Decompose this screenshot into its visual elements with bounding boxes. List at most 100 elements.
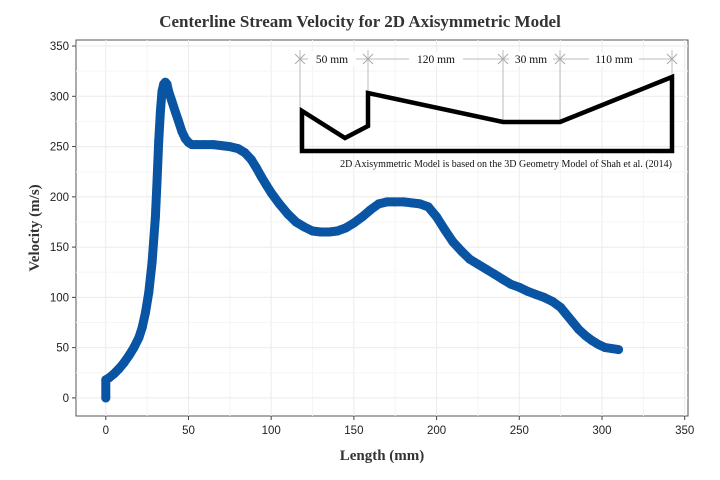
data-point — [157, 86, 167, 96]
data-point — [137, 323, 147, 332]
data-point — [607, 344, 617, 354]
data-point — [124, 351, 134, 361]
data-point — [341, 223, 351, 233]
data-point — [561, 309, 571, 318]
data-point — [374, 199, 384, 209]
data-point — [440, 225, 450, 235]
x-tick-label-350: 350 — [675, 425, 694, 437]
data-point — [382, 197, 392, 207]
data-point — [490, 269, 499, 279]
data-point — [567, 317, 577, 326]
data-point — [129, 343, 139, 353]
data-point — [390, 197, 400, 207]
data-point — [154, 137, 164, 146]
chart-title: Centerline Stream Velocity for 2D Axisym… — [159, 12, 561, 31]
data-point — [101, 393, 111, 403]
data-point — [164, 86, 174, 96]
inset-label-50mm: 50 mm — [316, 54, 348, 66]
data-point — [141, 307, 150, 317]
data-point — [291, 217, 301, 227]
data-point — [365, 205, 375, 215]
x-tick-label-0: 0 — [103, 425, 109, 437]
x-axis-ticks: 0 50 100 150 200 250 300 350 — [103, 416, 694, 437]
y-tick-label-150: 150 — [50, 242, 69, 254]
data-point — [266, 188, 276, 198]
data-point — [399, 197, 408, 207]
x-tick-label-300: 300 — [592, 425, 611, 437]
data-point — [523, 286, 533, 296]
data-point — [256, 172, 266, 182]
data-point — [465, 254, 475, 264]
data-point — [246, 155, 256, 165]
data-point — [233, 144, 243, 154]
data-point — [308, 226, 317, 236]
series-velocity — [101, 77, 623, 403]
y-tick-label-50: 50 — [56, 343, 69, 355]
y-tick-label-100: 100 — [50, 292, 69, 304]
data-point — [556, 302, 566, 312]
data-point — [316, 227, 326, 237]
inset-label-120mm: 120 mm — [417, 54, 455, 66]
data-point — [192, 140, 202, 150]
data-point — [349, 218, 359, 228]
data-point — [144, 287, 154, 297]
data-point — [456, 246, 466, 256]
data-point — [324, 227, 334, 237]
x-tick-label-200: 200 — [427, 425, 446, 437]
data-point — [150, 212, 160, 222]
y-axis-label: Velocity (m/s) — [27, 184, 43, 271]
data-point — [432, 212, 442, 222]
x-tick-label-100: 100 — [262, 425, 281, 437]
x-tick-label-250: 250 — [510, 425, 529, 437]
data-point — [177, 127, 187, 136]
data-point — [162, 79, 172, 89]
data-point — [587, 336, 597, 346]
data-point — [240, 148, 250, 158]
inset-label-110mm: 110 mm — [595, 54, 633, 66]
data-point — [614, 345, 623, 355]
data-point — [134, 333, 144, 343]
data-point — [407, 198, 417, 208]
data-point — [423, 202, 433, 212]
data-point — [208, 140, 218, 150]
y-tick-label-300: 300 — [50, 91, 69, 103]
data-point — [580, 331, 590, 341]
data-point — [217, 141, 227, 151]
data-point — [147, 257, 157, 267]
data-point — [274, 199, 284, 209]
data-point — [251, 163, 261, 173]
data-point — [174, 116, 184, 126]
y-tick-label-350: 350 — [50, 41, 69, 53]
data-point — [152, 177, 162, 187]
data-point — [200, 140, 210, 150]
data-point — [506, 279, 516, 289]
data-point — [574, 325, 584, 334]
data-point — [415, 199, 425, 209]
data-point — [498, 274, 508, 284]
data-point — [167, 96, 177, 106]
data-point — [332, 226, 342, 236]
data-point — [448, 237, 458, 247]
plot-panel — [75, 39, 689, 417]
geometry-inset: 50 mm 120 mm 30 mm 110 mm 2D Axisymmetri… — [294, 50, 678, 170]
y-axis-ticks: 0 50 100 150 200 250 300 350 — [50, 41, 76, 405]
x-tick-label-50: 50 — [182, 425, 195, 437]
y-tick-label-0: 0 — [63, 393, 69, 405]
data-point — [225, 142, 235, 152]
data-point — [155, 106, 165, 116]
data-point — [283, 209, 293, 219]
y-tick-label-200: 200 — [50, 192, 69, 204]
data-point — [119, 358, 129, 368]
x-tick-label-150: 150 — [344, 425, 363, 437]
data-point — [531, 289, 541, 299]
y-tick-label-250: 250 — [50, 142, 69, 154]
data-point — [170, 106, 180, 116]
data-point — [547, 296, 557, 306]
data-point — [481, 264, 491, 274]
inset-label-30mm: 30 mm — [515, 54, 547, 66]
data-point — [514, 282, 524, 292]
inset-note: 2D Axisymmetric Model is based on the 3D… — [340, 159, 672, 170]
geometry-outline — [299, 73, 675, 154]
data-point — [473, 259, 483, 269]
